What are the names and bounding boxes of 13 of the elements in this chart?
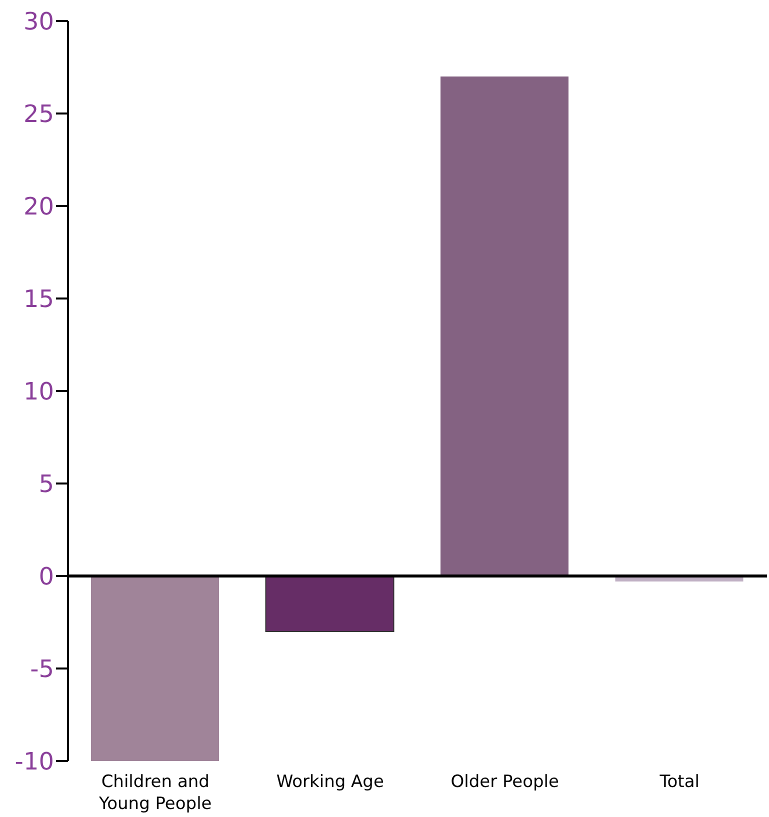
y-tick-label: 15 (23, 285, 54, 314)
y-tick-label: -10 (14, 748, 54, 776)
x-tick-label: Total (658, 772, 700, 792)
y-tick-label: 5 (38, 470, 54, 498)
x-tick-label: Older People (450, 772, 559, 792)
x-tick-label: Children and Young People (98, 772, 212, 814)
y-tick-label: 0 (38, 562, 54, 591)
y-tick-label: -5 (30, 655, 54, 684)
y-tick-label: 25 (23, 100, 54, 128)
y-tick-label: 30 (23, 8, 54, 36)
y-tick-label: 20 (23, 192, 54, 221)
y-tick-label: 10 (23, 378, 54, 406)
x-tick-label: Working Age (276, 772, 384, 792)
